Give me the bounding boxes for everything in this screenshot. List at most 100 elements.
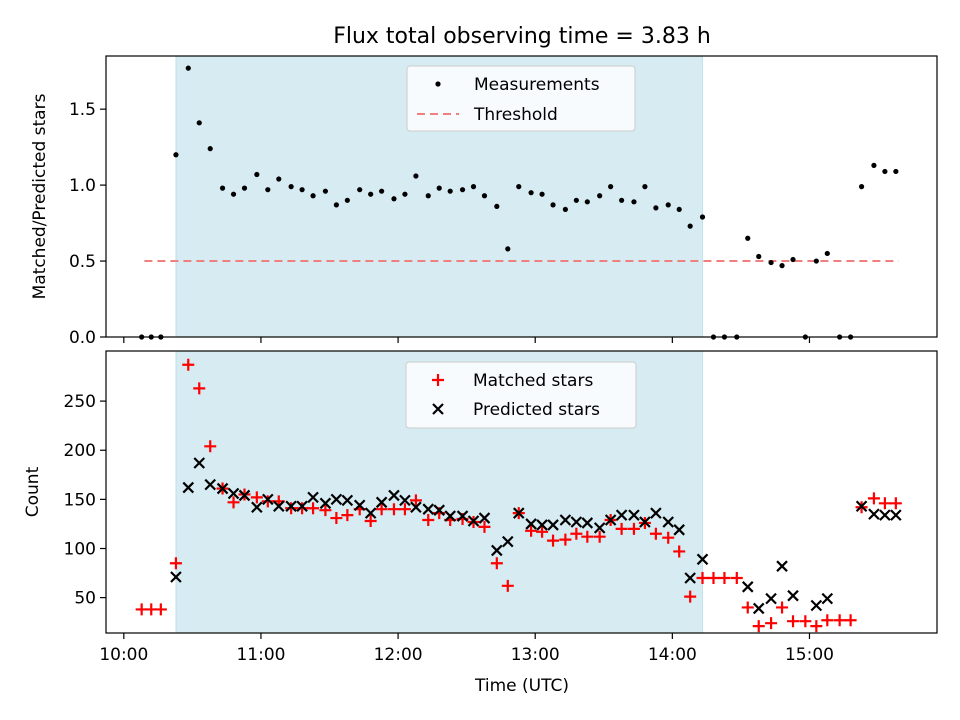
predicted-star-point <box>422 503 435 515</box>
legend-matched-marker <box>432 374 444 386</box>
matched-star-point <box>330 512 343 525</box>
y-tick-label: 200 <box>64 441 96 461</box>
measurement-point <box>824 250 830 257</box>
matched-star-point <box>878 497 891 510</box>
x-tick-label: 11:00 <box>236 645 285 665</box>
matched-star-point <box>227 496 240 509</box>
measurement-point <box>288 184 294 190</box>
y-tick-label: 150 <box>64 490 96 510</box>
predicted-star-point <box>467 515 480 527</box>
measurement-point <box>207 146 213 152</box>
x-tick-label: 15:00 <box>785 645 834 665</box>
predicted-star-point <box>593 522 606 534</box>
matched-star-point <box>833 614 846 627</box>
matched-star-point <box>799 615 812 628</box>
predicted-star-point <box>444 510 456 522</box>
matched-star-point <box>296 502 309 515</box>
matched-star-point <box>696 571 709 584</box>
matched-star-point <box>810 620 823 633</box>
predicted-star-point <box>273 500 285 513</box>
top-axes-frame <box>105 55 938 338</box>
matched-star-point <box>684 590 697 603</box>
measurement-point <box>790 256 796 263</box>
measurement-point <box>653 205 659 211</box>
matched-star-point <box>422 514 435 527</box>
measurement-point <box>494 203 500 209</box>
measurement-point <box>368 191 374 197</box>
measurement-point <box>391 196 397 202</box>
x-tick-label: 14:00 <box>648 645 697 665</box>
predicted-star-point <box>741 581 754 593</box>
measurement-point <box>608 184 614 190</box>
predicted-star-point <box>765 592 777 605</box>
measurement-point <box>539 191 545 197</box>
y-tick-label: 1.0 <box>69 176 96 196</box>
matched-star-point <box>559 533 572 546</box>
measurement-point <box>631 199 637 205</box>
predicted-star-point <box>478 512 491 524</box>
top-y-ticks: 0.0 0.5 1.0 1.5 <box>69 100 106 348</box>
predicted-star-point <box>375 496 388 509</box>
predicted-star-point <box>227 487 240 500</box>
matched-star-point <box>409 494 422 507</box>
predicted-star-point <box>238 489 251 502</box>
y-tick-label: 50 <box>74 589 96 609</box>
matched-star-point <box>741 601 754 614</box>
matched-star-point <box>730 571 743 584</box>
predicted-star-point <box>296 500 308 513</box>
predicted-star-point <box>547 519 559 531</box>
predicted-star-point <box>433 504 446 516</box>
bottom-y-axis-label: Count <box>23 466 43 517</box>
predicted-star-point <box>307 491 319 504</box>
predicted-star-point <box>399 494 411 507</box>
legend-measurements-marker <box>435 81 441 87</box>
measurement-point <box>185 65 191 71</box>
measurement-point <box>333 202 339 208</box>
measurement-point <box>322 188 329 194</box>
matched-star-point <box>570 527 583 540</box>
matched-star-point <box>375 503 388 516</box>
predicted-star-point <box>182 481 195 494</box>
measurement-point <box>550 202 556 208</box>
predicted-star-point <box>262 493 274 506</box>
measurement-point <box>756 253 762 260</box>
measurement-point <box>230 191 237 197</box>
matched-star-point <box>490 557 503 570</box>
predicted-star-point <box>650 507 662 519</box>
measurement-point <box>357 187 363 193</box>
measurement-point <box>470 184 477 190</box>
matched-star-point <box>821 614 834 627</box>
matched-star-point <box>593 530 606 543</box>
predicted-star-point <box>388 489 400 502</box>
matched-star-point <box>285 502 298 515</box>
predicted-star-point <box>604 514 617 526</box>
measurement-point <box>676 206 682 213</box>
y-tick-label: 250 <box>64 392 96 412</box>
matched-star-point <box>169 557 182 570</box>
measurement-point <box>505 246 511 252</box>
matched-star-point <box>501 579 514 592</box>
predicted-star-point <box>502 535 514 548</box>
predicted-star-point <box>319 497 332 510</box>
measurement-point <box>276 176 282 182</box>
predicted-star-point <box>868 508 880 520</box>
measurement-point <box>699 214 706 220</box>
measurement-point <box>425 193 431 199</box>
matched-star-point <box>649 527 662 540</box>
measurement-point <box>402 191 408 197</box>
measurement-point <box>379 188 385 194</box>
measurement-point <box>642 184 648 190</box>
matched-star-point <box>525 524 538 537</box>
measurement-point <box>893 168 899 175</box>
bottom-panel: 50 100 150 200 250 10:00 11:00 12:00 13:00 14:00… <box>23 350 938 696</box>
measurement-point <box>344 197 350 203</box>
matched-star-point <box>867 492 880 505</box>
top-legend-box <box>406 65 636 132</box>
legend-threshold-label: Threshold <box>473 105 558 125</box>
measurement-point <box>459 187 466 193</box>
predicted-star-point <box>204 478 216 491</box>
predicted-star-point <box>559 514 572 526</box>
measurement-point <box>265 187 271 193</box>
legend-predicted-marker <box>432 403 444 415</box>
predicted-star-point <box>673 524 685 536</box>
